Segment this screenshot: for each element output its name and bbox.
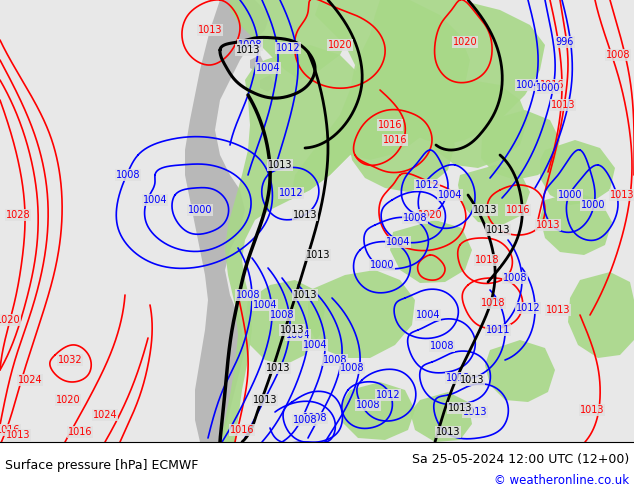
Text: 1028: 1028 [6,210,30,220]
Text: 1032: 1032 [58,355,82,365]
Polygon shape [308,270,415,358]
Text: 1013: 1013 [280,325,304,335]
Text: 1013: 1013 [268,160,292,170]
Text: 1008: 1008 [430,341,454,351]
Text: 1013: 1013 [198,25,223,35]
Text: 1008: 1008 [323,355,347,365]
Polygon shape [250,55,265,72]
Text: 1008: 1008 [238,40,262,50]
Text: 1004: 1004 [253,300,277,310]
Text: 1008: 1008 [116,170,140,180]
Text: 1020: 1020 [0,315,20,325]
Polygon shape [410,392,472,442]
Text: 1000: 1000 [536,83,560,93]
Text: 1008: 1008 [356,400,380,410]
Text: 1004: 1004 [416,310,440,320]
Polygon shape [390,220,472,283]
Text: 1012: 1012 [415,180,439,190]
Polygon shape [245,280,325,365]
Bar [0,442,634,490]
Polygon shape [485,340,555,402]
Text: 1012: 1012 [279,188,303,198]
Text: 1008: 1008 [269,310,294,320]
Text: 1013: 1013 [610,190,634,200]
Text: 1008: 1008 [503,273,527,283]
Text: 1016: 1016 [230,425,254,435]
Text: 1020: 1020 [418,210,443,220]
Text: 1013: 1013 [306,250,330,260]
Text: 1016: 1016 [383,135,407,145]
Polygon shape [540,192,612,255]
Polygon shape [568,272,634,358]
Polygon shape [230,0,350,80]
Text: 1004: 1004 [143,195,167,205]
Text: 1008: 1008 [293,415,317,425]
Polygon shape [458,165,530,225]
Polygon shape [260,75,275,92]
Text: Surface pressure [hPa] ECMWF: Surface pressure [hPa] ECMWF [5,460,198,472]
Text: 1004: 1004 [286,330,310,340]
Text: 1000: 1000 [188,205,212,215]
Text: 1013: 1013 [463,407,488,417]
Text: 1016: 1016 [378,120,402,130]
Text: 1008: 1008 [303,413,327,423]
Text: 1000: 1000 [370,260,394,270]
Text: 1018: 1018 [481,298,505,308]
Text: 1013: 1013 [551,100,575,110]
Text: 1024: 1024 [18,375,42,385]
Text: 1013: 1013 [6,430,30,440]
Text: 1020: 1020 [453,37,477,47]
Text: 1004: 1004 [385,237,410,247]
Text: 1012: 1012 [446,373,470,383]
Text: 1024: 1024 [93,410,117,420]
Text: 1013: 1013 [236,45,260,55]
Text: 1013: 1013 [536,220,560,230]
Polygon shape [342,382,415,440]
Text: 1013: 1013 [253,395,277,405]
Text: 1016: 1016 [506,205,530,215]
Polygon shape [348,90,455,192]
Text: 1016: 1016 [68,427,93,437]
Text: 1013: 1013 [460,375,484,385]
Text: 1013: 1013 [486,225,510,235]
Text: 1000: 1000 [558,190,582,200]
Text: 1012: 1012 [376,390,400,400]
Text: 1004: 1004 [437,190,462,200]
Text: 1008: 1008 [340,363,365,373]
Text: 1013: 1013 [448,403,472,413]
Text: 1013: 1013 [579,405,604,415]
Text: 1013: 1013 [266,363,290,373]
Polygon shape [425,80,528,168]
Polygon shape [540,140,615,205]
Text: 1000: 1000 [581,200,605,210]
Text: Sa 25-05-2024 12:00 UTC (12+00): Sa 25-05-2024 12:00 UTC (12+00) [411,454,629,466]
Text: 1008: 1008 [236,290,260,300]
Text: 1013: 1013 [473,205,497,215]
Polygon shape [220,45,370,442]
Polygon shape [355,0,545,145]
Text: 1018: 1018 [475,255,499,265]
Text: 1012: 1012 [276,43,301,53]
Text: 1004: 1004 [256,63,280,73]
Text: 1020: 1020 [328,40,353,50]
Text: 1008: 1008 [403,213,427,223]
Text: 1013: 1013 [436,427,460,437]
Text: 1013: 1013 [293,210,317,220]
Polygon shape [185,0,270,442]
Text: 1012: 1012 [515,303,540,313]
Text: 1004: 1004 [515,80,540,90]
Polygon shape [290,0,470,200]
Text: 1016: 1016 [540,80,564,90]
Polygon shape [481,110,560,180]
Text: 1013: 1013 [546,305,570,315]
Text: 1016: 1016 [0,425,20,435]
Text: 1008: 1008 [605,50,630,60]
Text: 1020: 1020 [56,395,81,405]
Text: 1011: 1011 [486,325,510,335]
Text: © weatheronline.co.uk: © weatheronline.co.uk [494,473,629,487]
Text: 996: 996 [556,37,574,47]
Text: 1004: 1004 [303,340,327,350]
Text: 1013: 1013 [293,290,317,300]
